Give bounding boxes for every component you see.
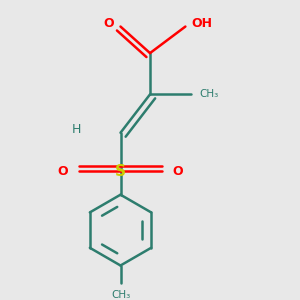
Text: O: O xyxy=(173,165,183,178)
Text: CH₃: CH₃ xyxy=(111,290,130,300)
Text: H: H xyxy=(72,123,81,136)
Text: O: O xyxy=(103,17,114,30)
Text: S: S xyxy=(115,164,126,178)
Text: CH₃: CH₃ xyxy=(200,89,219,99)
Text: O: O xyxy=(58,165,68,178)
Text: OH: OH xyxy=(191,17,212,30)
